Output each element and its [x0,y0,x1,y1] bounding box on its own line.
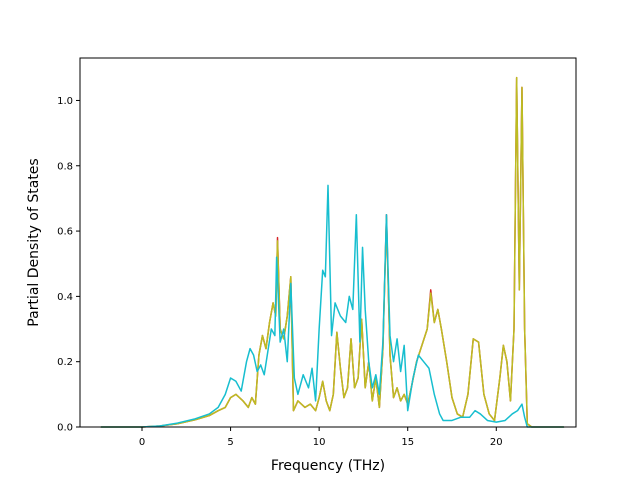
x-tick-label: 15 [401,437,414,448]
x-tick-label: 10 [313,437,326,448]
pdos-series-line-2 [100,76,565,428]
plot-frame [79,57,577,428]
y-tick-label: 0.6 [57,227,73,238]
pdos-series-line-3 [100,184,565,428]
x-axis-ticks: 0 5 10 15 20 [139,427,503,448]
series-layer [100,76,565,428]
x-tick-label: 5 [227,437,233,448]
x-axis-label: Frequency (THz) [271,458,385,474]
y-tick-label: 0.4 [57,292,73,303]
y-tick-label: 0.0 [57,423,73,434]
pdos-series-line-1 [100,76,565,428]
y-axis-label: Partial Density of States [26,158,42,326]
x-tick-label: 20 [490,437,503,448]
y-tick-label: 0.2 [57,357,73,368]
x-tick-label: 0 [139,437,145,448]
y-tick-label: 1.0 [57,96,73,107]
y-axis-ticks: 0.0 0.2 0.4 0.6 0.8 1.0 [57,96,80,434]
y-tick-label: 0.8 [57,161,73,172]
